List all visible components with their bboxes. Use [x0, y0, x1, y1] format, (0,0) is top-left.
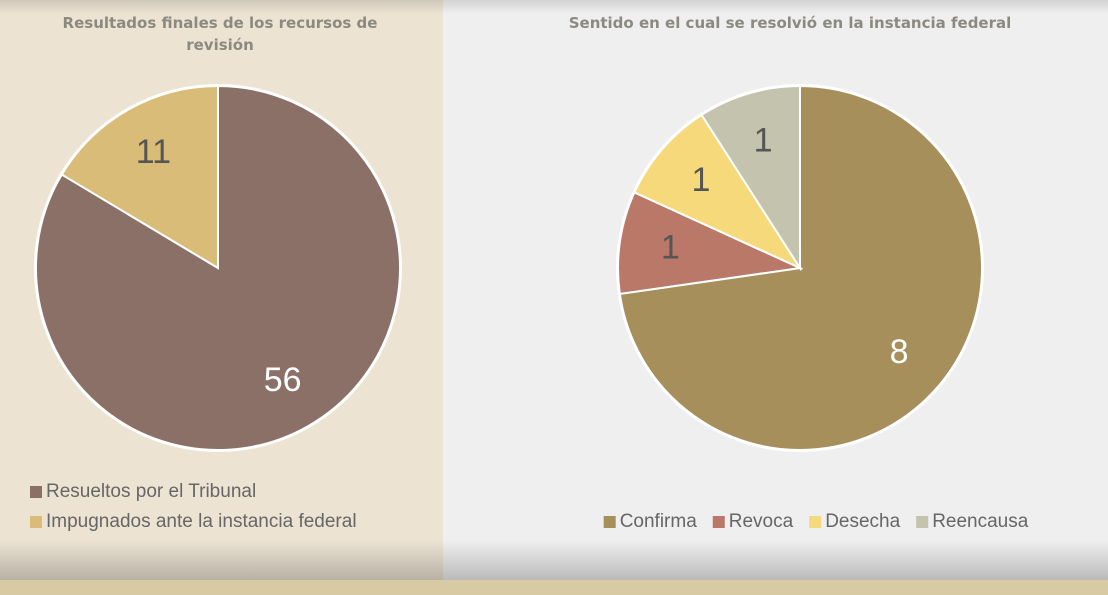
pie-slice [60, 84, 219, 270]
legend-swatch [30, 516, 42, 528]
legend-swatch [30, 486, 42, 498]
pie-slice [35, 84, 401, 451]
pie-slice [633, 113, 803, 271]
legend-swatch [809, 516, 822, 528]
pie-slice [700, 84, 801, 272]
pie-slice [617, 191, 804, 296]
top-shadow [0, 0, 1108, 14]
bottom-shadow [0, 540, 1108, 580]
data-label: 1 [661, 228, 680, 266]
legend-swatch [916, 516, 929, 528]
data-label: 11 [136, 133, 171, 171]
legend-label: Resueltos por el Tribunal [46, 481, 256, 502]
legend-swatch [603, 516, 616, 528]
legend-label: Impugnados ante la instancia federal [46, 511, 357, 532]
bottom-strip [0, 580, 1108, 595]
legend-label: Reencausa [932, 511, 1029, 532]
chart-title: Resultados finales de los recursos de re… [62, 14, 378, 54]
data-label: 1 [754, 121, 773, 159]
chart-title: Sentido en el cual se resolvió en la ins… [568, 14, 1012, 32]
data-label: 1 [692, 161, 711, 199]
data-label: 56 [264, 361, 302, 399]
legend-label: Confirma [620, 511, 698, 532]
legend-label: Desecha [825, 511, 900, 532]
data-label: 8 [890, 333, 909, 371]
legend-swatch [712, 516, 725, 528]
legend-label: Revoca [729, 511, 794, 532]
